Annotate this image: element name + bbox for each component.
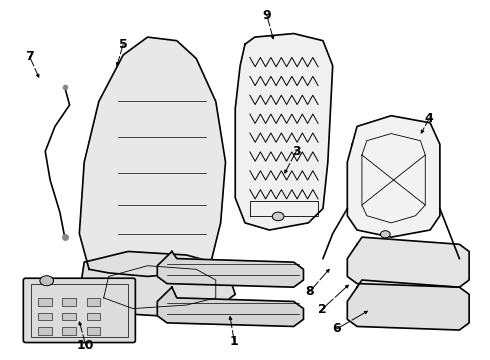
Text: 9: 9: [263, 9, 271, 22]
Bar: [38, 298, 51, 306]
Text: 3: 3: [292, 145, 300, 158]
Text: 1: 1: [230, 335, 239, 348]
Text: 5: 5: [119, 38, 127, 51]
Text: 6: 6: [332, 323, 341, 336]
Bar: [30, 284, 128, 337]
Polygon shape: [235, 33, 333, 230]
Bar: [38, 327, 51, 335]
Bar: [62, 312, 76, 320]
Bar: [87, 312, 100, 320]
Text: 10: 10: [77, 338, 95, 351]
Polygon shape: [347, 280, 469, 330]
Bar: [62, 327, 76, 335]
Polygon shape: [157, 287, 303, 327]
Polygon shape: [347, 116, 440, 237]
Bar: [62, 298, 76, 306]
Polygon shape: [79, 251, 235, 316]
Text: 7: 7: [25, 50, 34, 63]
Circle shape: [40, 276, 53, 286]
Text: 8: 8: [305, 285, 314, 298]
FancyBboxPatch shape: [24, 278, 135, 342]
Text: 2: 2: [318, 303, 326, 316]
Bar: [87, 327, 100, 335]
Text: 4: 4: [425, 112, 434, 125]
Circle shape: [272, 212, 284, 221]
Bar: [87, 298, 100, 306]
Polygon shape: [157, 251, 303, 287]
Bar: [38, 312, 51, 320]
Polygon shape: [347, 237, 469, 287]
Polygon shape: [79, 37, 225, 276]
Circle shape: [380, 231, 390, 238]
